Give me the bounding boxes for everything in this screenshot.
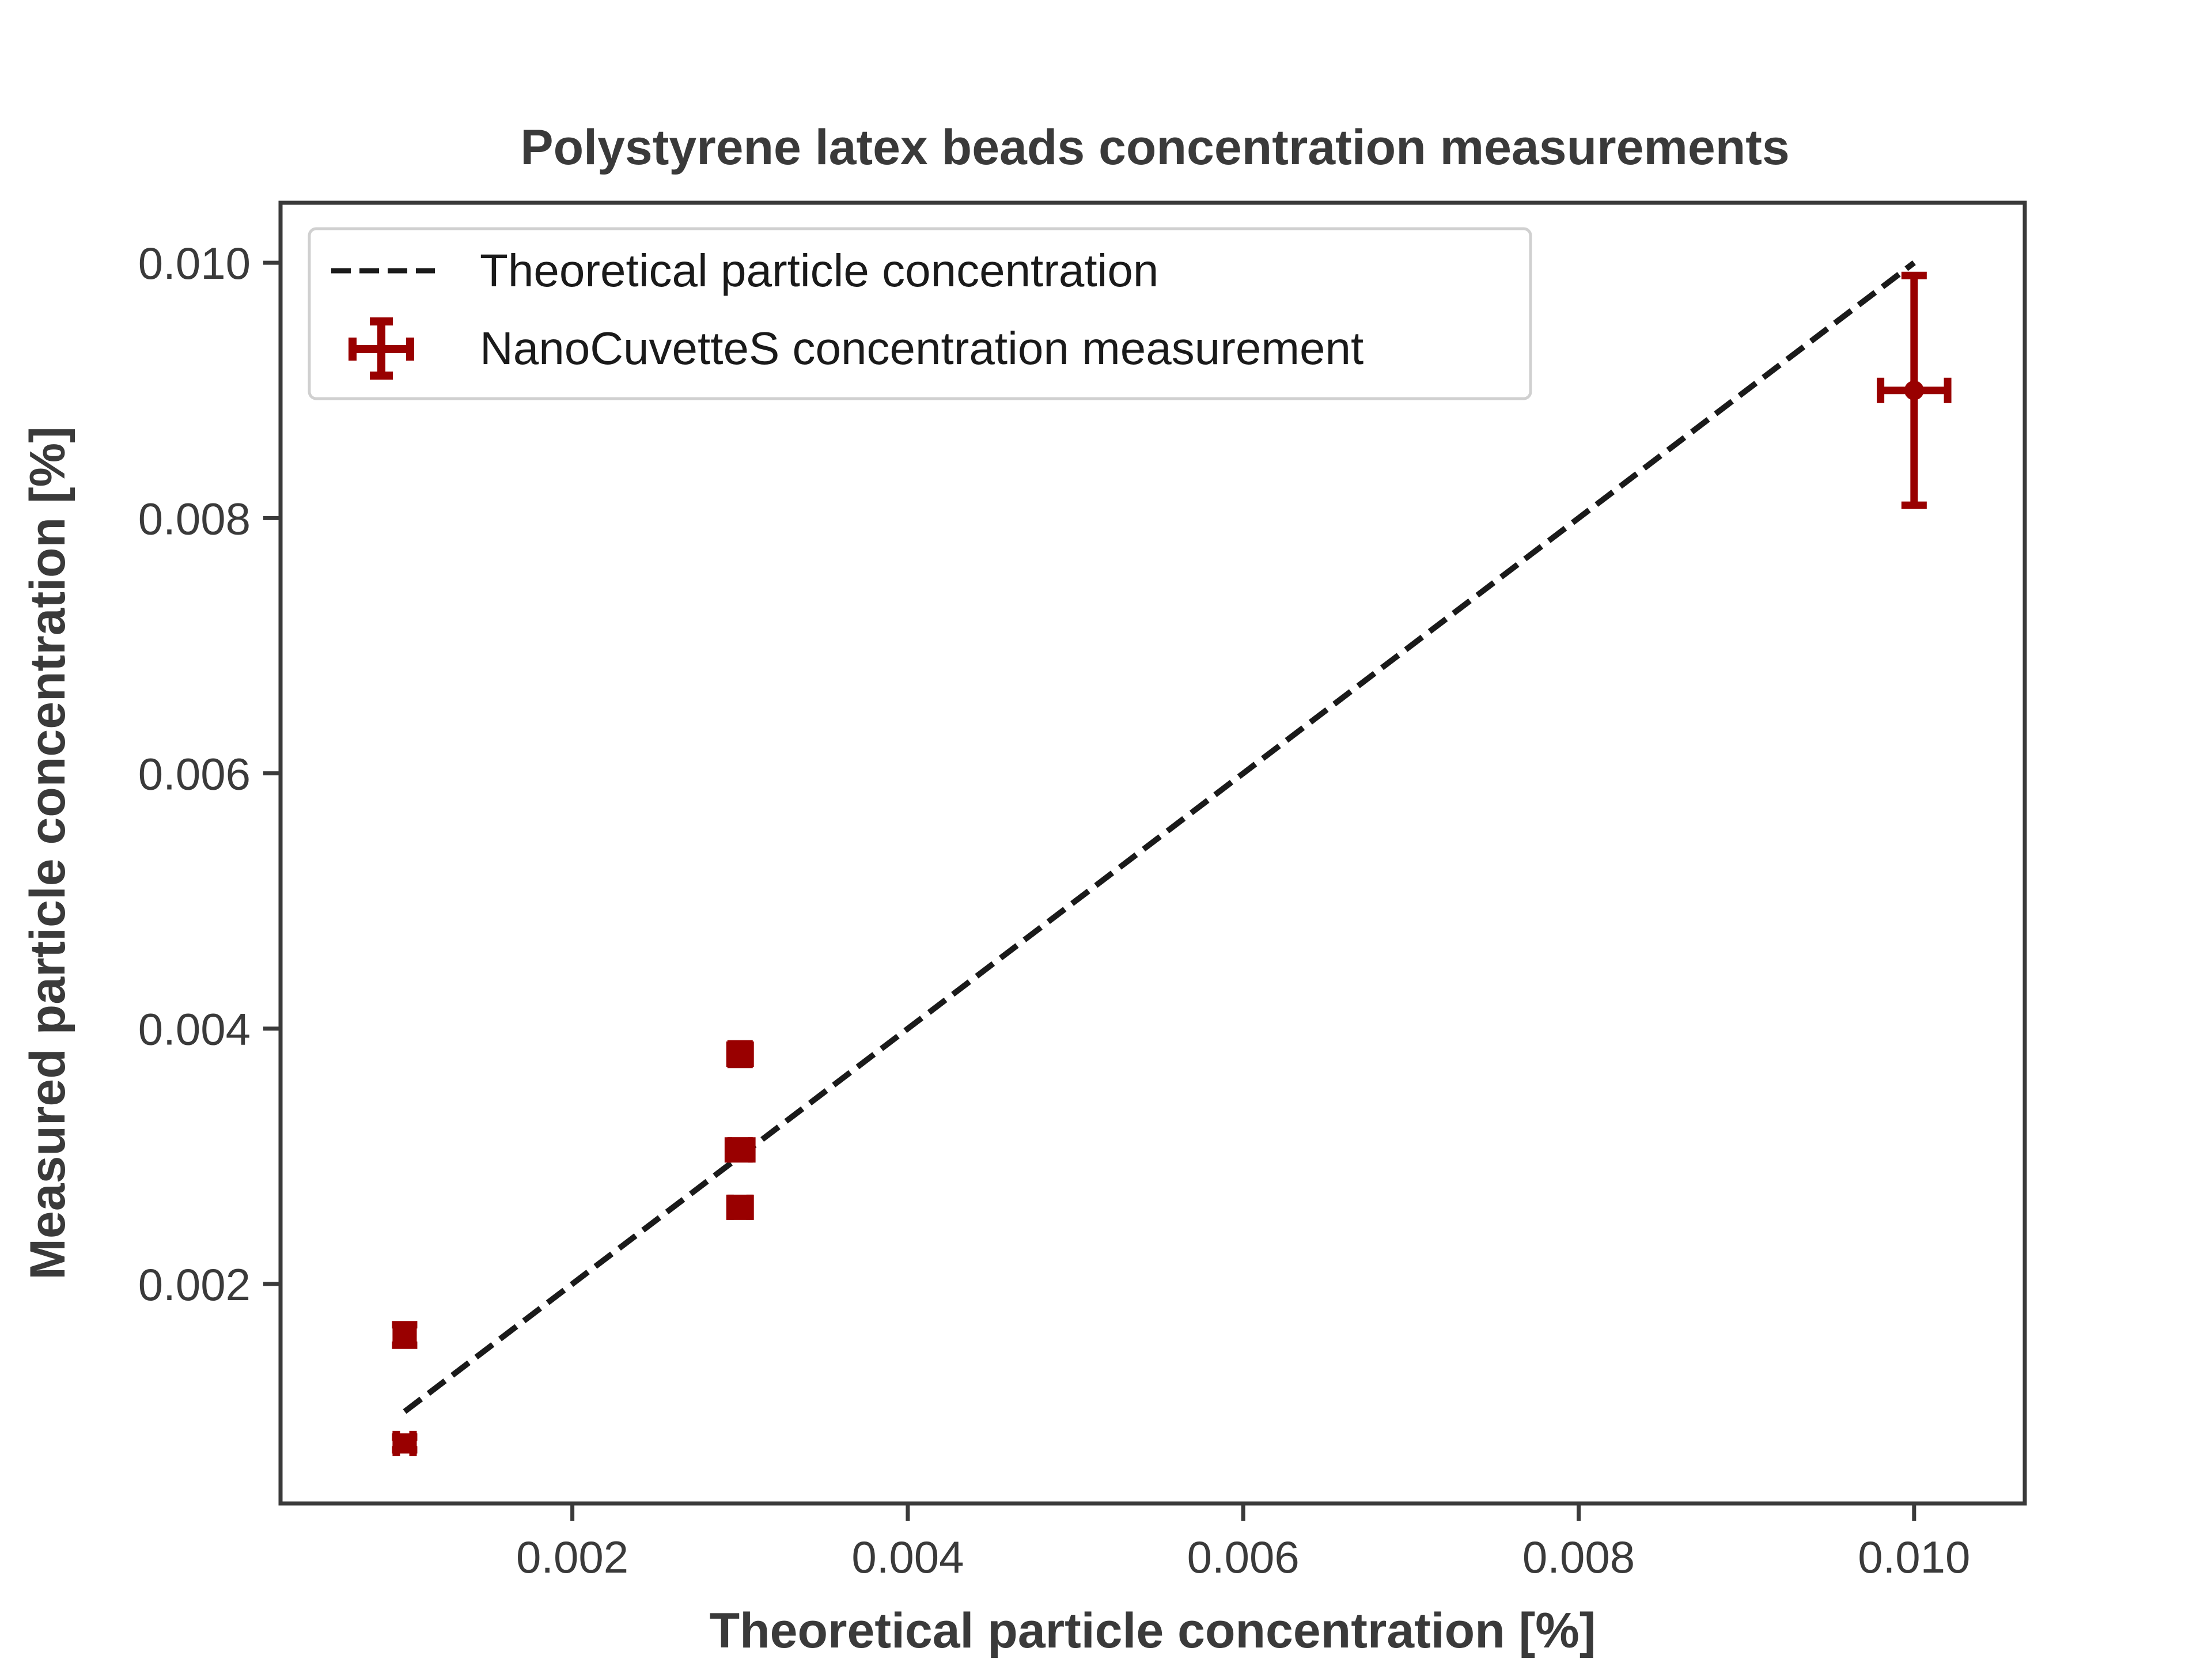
- measurement-point: [392, 1430, 418, 1456]
- x-tick-label: 0.002: [516, 1532, 628, 1582]
- plot-frame: [278, 200, 2027, 1506]
- y-tick-label: 0.004: [138, 1004, 251, 1055]
- measurement-point: [724, 1137, 756, 1163]
- y-tick-label: 0.006: [138, 749, 251, 800]
- x-tick-label: 0.004: [851, 1532, 964, 1582]
- data-point-marker: [395, 1433, 415, 1453]
- measurement-point: [392, 1321, 418, 1349]
- data-point-marker: [730, 1197, 750, 1217]
- legend-errorbar-swatch: [349, 317, 414, 380]
- axis-layer: 0.002 0.004 0.006 0.008 0.010 0.002 0.004 0.006…: [138, 238, 1971, 1582]
- theoretical-line: [403, 260, 1916, 1414]
- x-tick-label: 0.008: [1522, 1532, 1635, 1582]
- legend-label-theoretical: Theoretical particle concentration: [480, 245, 1158, 296]
- chart-title: Polystyrene latex beads concentration me…: [520, 120, 1789, 175]
- x-axis-label: Theoretical particle concentration [%]: [710, 1603, 1596, 1658]
- x-tick-label: 0.006: [1187, 1532, 1300, 1582]
- x-tick-label: 0.010: [1858, 1532, 1970, 1582]
- data-point-marker: [1904, 380, 1924, 400]
- legend-box: [308, 227, 1532, 400]
- y-tick-label: 0.002: [138, 1259, 251, 1310]
- legend: Theoretical particle concentration NanoC…: [308, 227, 1532, 400]
- legend-label-measurement: NanoCuvetteS concentration measurement: [480, 323, 1363, 374]
- y-tick-label: 0.010: [138, 238, 251, 289]
- y-tick-label: 0.008: [138, 493, 251, 544]
- data-point-marker: [730, 1044, 750, 1065]
- measurement-point: [726, 1194, 754, 1220]
- y-axis-label: Measured particle concentration [%]: [20, 426, 75, 1279]
- data-point-marker: [730, 1140, 750, 1160]
- measurement-point: [726, 1040, 754, 1069]
- measurement-point: [1877, 271, 1952, 509]
- plot-layer: [392, 260, 1952, 1456]
- data-point-marker: [395, 1325, 415, 1345]
